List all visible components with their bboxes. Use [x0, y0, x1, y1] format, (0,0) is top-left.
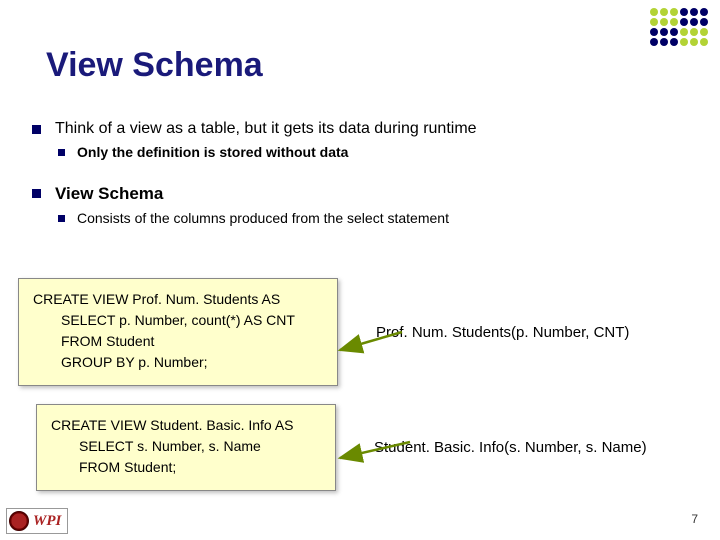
wpi-logo: WPI	[6, 508, 68, 534]
examples-area: CREATE VIEW Prof. Num. Students AS SELEC…	[18, 278, 702, 509]
bullet-text-2: View Schema	[55, 184, 163, 204]
code-line: CREATE VIEW Student. Basic. Info AS	[51, 415, 321, 436]
corner-decoration	[650, 8, 708, 46]
code-line: CREATE VIEW Prof. Num. Students AS	[33, 289, 323, 310]
code-line: FROM Student	[33, 331, 323, 352]
bullet-text-1-1: Only the definition is stored without da…	[77, 144, 348, 160]
code-box-1: CREATE VIEW Prof. Num. Students AS SELEC…	[18, 278, 338, 386]
result-text-2: Student. Basic. Info(s. Number, s. Name)	[374, 439, 647, 456]
bullet-icon	[58, 149, 65, 156]
example-1: CREATE VIEW Prof. Num. Students AS SELEC…	[18, 278, 702, 386]
bullet-icon	[32, 189, 41, 198]
code-line: FROM Student;	[51, 457, 321, 478]
result-text-1: Prof. Num. Students(p. Number, CNT)	[376, 324, 629, 341]
slide-title: View Schema	[46, 46, 263, 85]
code-box-2: CREATE VIEW Student. Basic. Info AS SELE…	[36, 404, 336, 491]
code-line: SELECT p. Number, count(*) AS CNT	[33, 310, 323, 331]
bullet-icon	[32, 125, 41, 134]
code-line: GROUP BY p. Number;	[33, 352, 323, 373]
wpi-text: WPI	[33, 513, 61, 530]
bullet-text-1: Think of a view as a table, but it gets …	[55, 120, 477, 138]
example-2: CREATE VIEW Student. Basic. Info AS SELE…	[36, 404, 702, 491]
bullet-icon	[58, 215, 65, 222]
page-number: 7	[691, 512, 698, 526]
content-area: Think of a view as a table, but it gets …	[32, 120, 688, 232]
code-line: SELECT s. Number, s. Name	[51, 436, 321, 457]
wpi-seal-icon	[9, 511, 29, 531]
bullet-text-2-1: Consists of the columns produced from th…	[77, 210, 449, 226]
